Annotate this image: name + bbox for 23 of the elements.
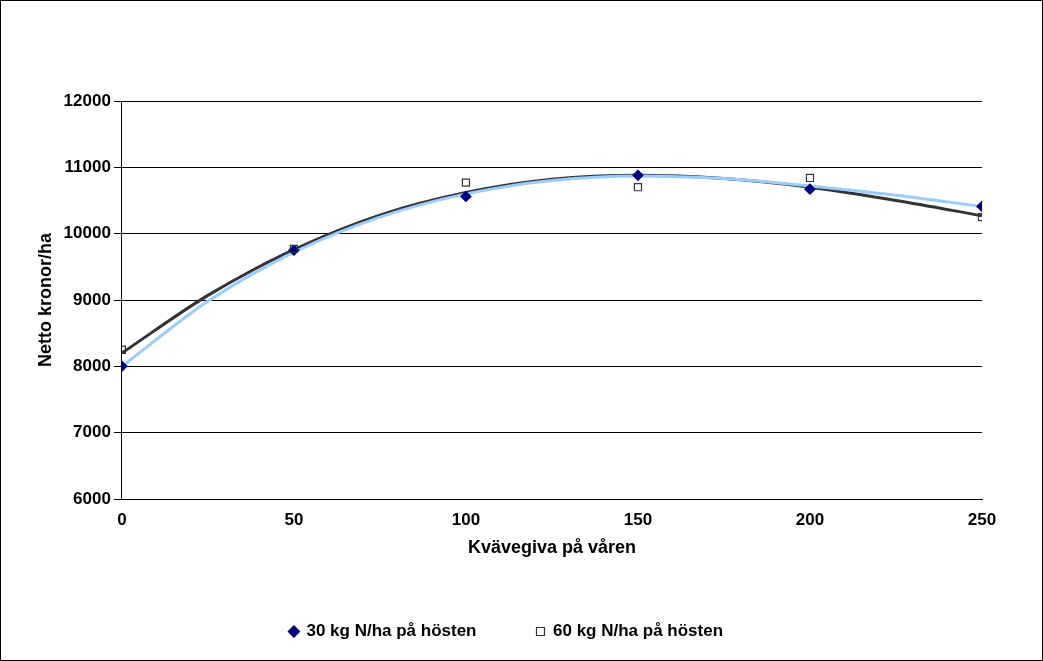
point	[461, 178, 471, 187]
legend-label: 30 kg N/ha på hösten	[306, 621, 477, 641]
x-axis-title: Kvävegiva på våren	[467, 537, 636, 558]
point	[460, 190, 472, 203]
x-tick-label: 200	[795, 509, 825, 529]
x-tick-label: 100	[451, 509, 481, 529]
legend-label: 60 kg N/ha på hösten	[553, 621, 724, 641]
point	[805, 173, 815, 183]
y-tick-label: 7000	[73, 422, 111, 442]
x-tick-label: 50	[284, 509, 304, 529]
y-tick-label: 6000	[73, 488, 111, 508]
point	[632, 169, 644, 181]
x-tick-label: 250	[967, 509, 997, 529]
y-tick-label: 10000	[63, 223, 111, 243]
y-axis-title: Netto kronor/ha	[34, 232, 55, 368]
y-tick-label: 9000	[73, 289, 111, 309]
point	[633, 183, 643, 192]
y-tick-label: 8000	[73, 356, 111, 376]
x-tick-label: 150	[623, 509, 653, 529]
point	[804, 183, 816, 195]
y-tick-label: 11000	[64, 157, 111, 177]
y-tick-label: 12000	[63, 90, 111, 110]
x-tick-label: 0	[117, 509, 127, 529]
